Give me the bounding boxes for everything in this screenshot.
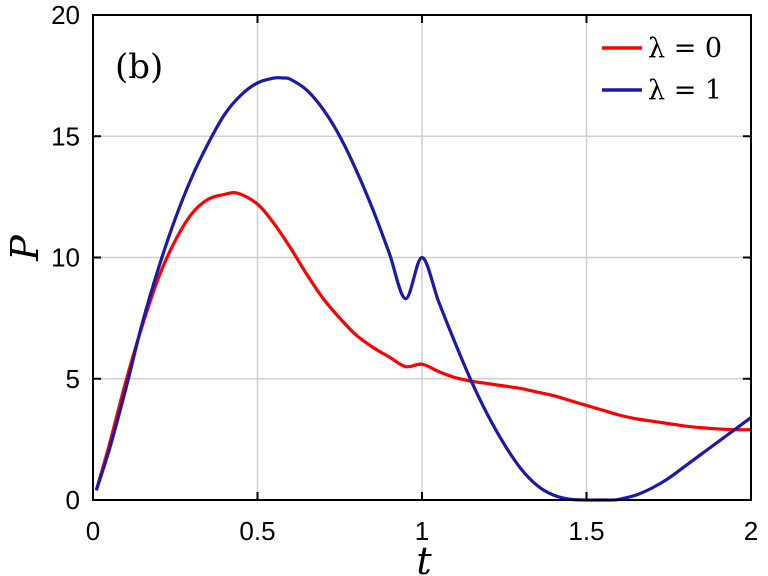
x-tick-label: 0.5 [239,516,275,546]
y-tick-label: 20 [51,0,80,30]
legend: λ = 0 λ = 1 [602,33,722,106]
y-tick-label: 15 [51,121,80,151]
x-tick-label: 1.5 [568,516,604,546]
y-axis-label: P [3,234,47,262]
series-layer [94,76,752,502]
series-line-1 [94,76,752,502]
legend-label: λ = 1 [648,75,722,106]
series-line-0 [94,191,752,491]
axis-ticks [92,14,752,501]
y-tick-label: 10 [51,243,80,273]
legend-label: λ = 0 [648,33,722,64]
x-tick-label: 0 [86,516,100,546]
x-tick-label: 2 [744,516,758,546]
y-tick-label: 0 [66,485,80,515]
x-tick-label: 1 [415,516,429,546]
y-tick-label: 5 [66,364,80,394]
x-axis-label: t [416,539,432,576]
panel-label: (b) [115,47,163,87]
